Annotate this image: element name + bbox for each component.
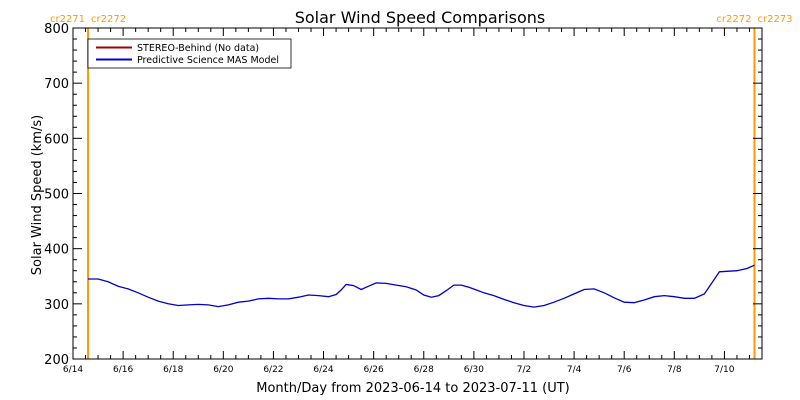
y-tick-label: 800 [44, 22, 69, 37]
legend-label-mas-model: Predictive Science MAS Model [137, 55, 279, 66]
y-axis-label: Solar Wind Speed (km/s) [30, 115, 45, 275]
x-tick-label: 6/20 [213, 365, 233, 375]
data-series [88, 264, 755, 308]
x-tick-label: 6/14 [63, 365, 83, 375]
x-tick-label: 6/22 [263, 365, 283, 375]
y-tick-label: 200 [44, 353, 69, 368]
x-tick-label: 7/8 [667, 365, 682, 375]
legend: STEREO-Behind (No data) Predictive Scien… [87, 38, 292, 69]
carrington-label-after: cr2272 [91, 14, 126, 25]
x-tick-label: 6/24 [313, 365, 333, 375]
x-tick-label: 6/16 [113, 365, 133, 375]
x-tick-label: 6/30 [464, 365, 484, 375]
series-line-1 [88, 264, 755, 308]
x-tick-label: 6/28 [414, 365, 434, 375]
carrington-label-before: cr2272 [716, 14, 751, 25]
x-tick-label: 7/4 [567, 365, 582, 375]
x-tick-label: 7/6 [617, 365, 632, 375]
axes: 200 300 400 500 600 700 800 6/14 6/16 6/18 6/20 6/2… [44, 22, 763, 375]
y-tick-label: 700 [44, 77, 69, 92]
y-tick-label: 400 [44, 243, 69, 258]
x-tick-label: 6/26 [364, 365, 384, 375]
y-tick-label: 500 [44, 188, 69, 203]
x-axis-label: Month/Day from 2023-06-14 to 2023-07-11 … [256, 381, 569, 396]
legend-box [87, 38, 292, 69]
x-tick-label: 7/2 [517, 365, 531, 375]
legend-label-stereo: STEREO-Behind (No data) [137, 43, 259, 54]
y-tick-label: 600 [44, 132, 69, 147]
carrington-label-before: cr2271 [50, 14, 85, 25]
x-tick-label: 6/18 [163, 365, 183, 375]
carrington-label-after: cr2273 [757, 14, 792, 25]
chart-title: Solar Wind Speed Comparisons [295, 8, 546, 27]
y-tick-label: 300 [44, 298, 69, 313]
x-tick-label: 7/10 [714, 365, 734, 375]
